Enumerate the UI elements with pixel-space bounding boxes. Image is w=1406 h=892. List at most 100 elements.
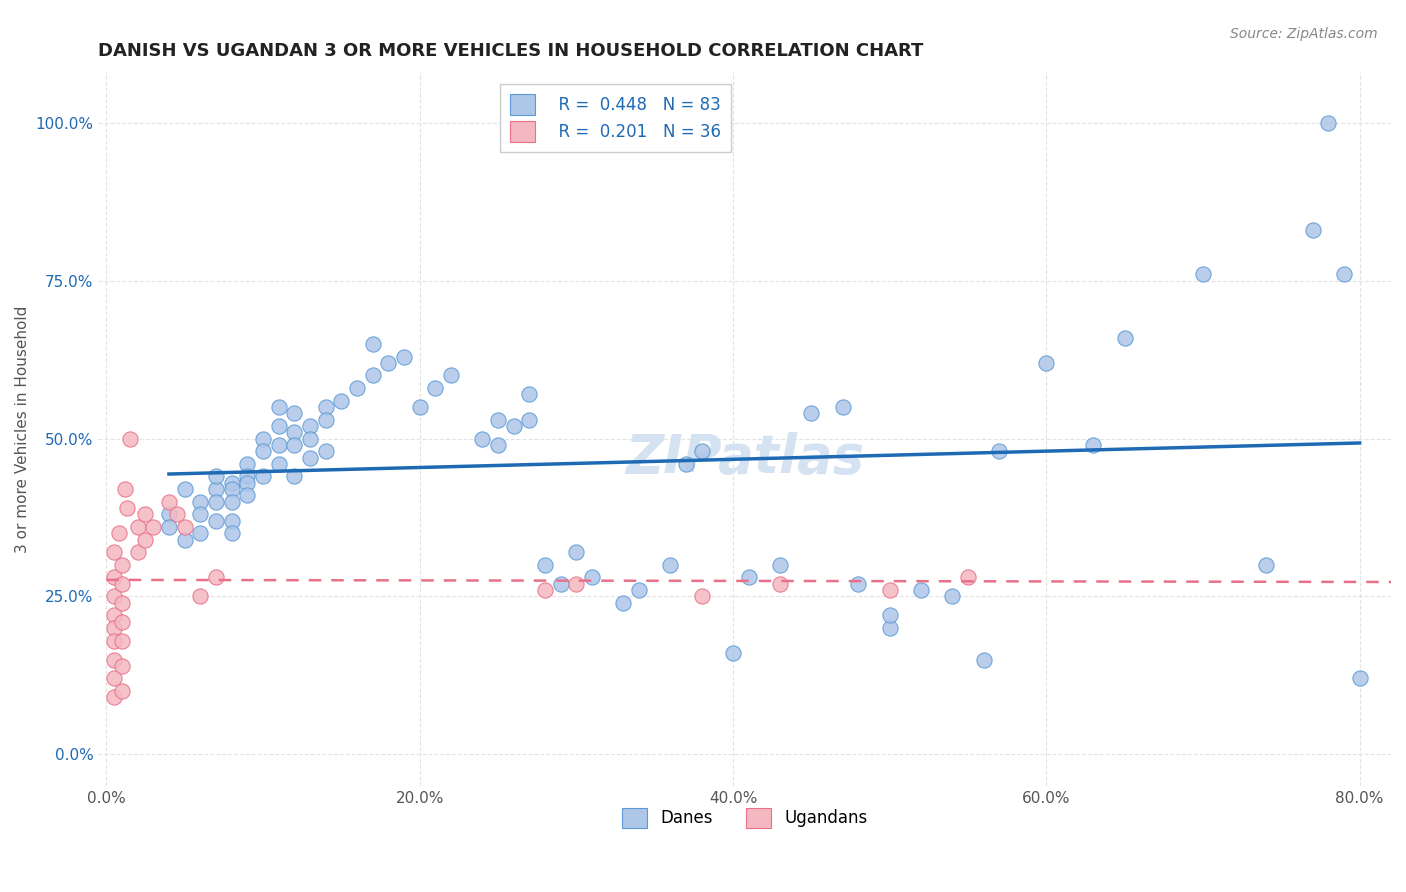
Point <box>1114 330 1136 344</box>
Point <box>118 432 141 446</box>
Point <box>221 526 243 541</box>
Point <box>346 381 368 395</box>
Point <box>205 469 228 483</box>
Point <box>157 520 180 534</box>
Point <box>737 570 759 584</box>
Point <box>173 533 195 547</box>
Point <box>103 633 125 648</box>
Point <box>157 508 180 522</box>
Point <box>1192 268 1215 282</box>
Point <box>486 412 509 426</box>
Point <box>267 400 290 414</box>
Point <box>1348 672 1371 686</box>
Point <box>236 488 259 502</box>
Point <box>361 337 384 351</box>
Text: ZIPatlas: ZIPatlas <box>626 432 865 483</box>
Point <box>283 406 305 420</box>
Point <box>114 482 136 496</box>
Point <box>173 482 195 496</box>
Point <box>173 520 195 534</box>
Point <box>534 583 557 598</box>
Point <box>103 672 125 686</box>
Point <box>103 690 125 705</box>
Point <box>581 570 603 584</box>
Point <box>440 368 463 383</box>
Point <box>298 450 321 465</box>
Point <box>690 444 713 458</box>
Point <box>103 621 125 635</box>
Point <box>1317 116 1340 130</box>
Point <box>111 576 134 591</box>
Point <box>675 457 697 471</box>
Point <box>425 381 447 395</box>
Text: Source: ZipAtlas.com: Source: ZipAtlas.com <box>1230 27 1378 41</box>
Point <box>103 590 125 604</box>
Point <box>392 350 415 364</box>
Point <box>221 475 243 490</box>
Point <box>283 469 305 483</box>
Point <box>252 444 274 458</box>
Point <box>408 400 430 414</box>
Point <box>1302 223 1324 237</box>
Point <box>267 419 290 434</box>
Point <box>769 558 792 572</box>
Point <box>565 576 588 591</box>
Point <box>111 658 134 673</box>
Point <box>221 514 243 528</box>
Point <box>988 444 1011 458</box>
Point <box>188 590 211 604</box>
Point <box>502 419 524 434</box>
Point <box>659 558 682 572</box>
Point <box>111 633 134 648</box>
Point <box>879 583 901 598</box>
Point <box>910 583 932 598</box>
Point <box>627 583 650 598</box>
Point <box>103 545 125 559</box>
Point <box>236 469 259 483</box>
Point <box>142 520 165 534</box>
Point <box>221 494 243 508</box>
Point <box>166 508 188 522</box>
Point <box>205 570 228 584</box>
Point <box>1254 558 1277 572</box>
Point <box>134 533 156 547</box>
Point <box>111 684 134 698</box>
Point <box>252 432 274 446</box>
Point <box>103 652 125 666</box>
Point <box>973 652 995 666</box>
Point <box>846 576 869 591</box>
Point <box>471 432 494 446</box>
Point <box>517 387 540 401</box>
Point <box>315 444 337 458</box>
Point <box>111 596 134 610</box>
Point <box>283 438 305 452</box>
Point <box>103 570 125 584</box>
Point <box>205 482 228 496</box>
Point <box>596 116 619 130</box>
Point <box>330 393 353 408</box>
Point <box>1083 438 1105 452</box>
Point <box>188 494 211 508</box>
Text: DANISH VS UGANDAN 3 OR MORE VEHICLES IN HOUSEHOLD CORRELATION CHART: DANISH VS UGANDAN 3 OR MORE VEHICLES IN … <box>98 42 924 60</box>
Point <box>115 501 138 516</box>
Point <box>1035 356 1057 370</box>
Point <box>800 406 823 420</box>
Point <box>188 508 211 522</box>
Point <box>1333 268 1355 282</box>
Point <box>941 590 963 604</box>
Point <box>107 526 129 541</box>
Point <box>252 469 274 483</box>
Point <box>879 608 901 623</box>
Point <box>103 608 125 623</box>
Point <box>690 590 713 604</box>
Point <box>127 520 149 534</box>
Point <box>267 457 290 471</box>
Point <box>127 545 149 559</box>
Y-axis label: 3 or more Vehicles in Household: 3 or more Vehicles in Household <box>15 305 30 553</box>
Point <box>236 457 259 471</box>
Legend: Danes, Ugandans: Danes, Ugandans <box>616 801 875 835</box>
Point <box>534 558 557 572</box>
Point <box>486 438 509 452</box>
Point <box>267 438 290 452</box>
Point <box>879 621 901 635</box>
